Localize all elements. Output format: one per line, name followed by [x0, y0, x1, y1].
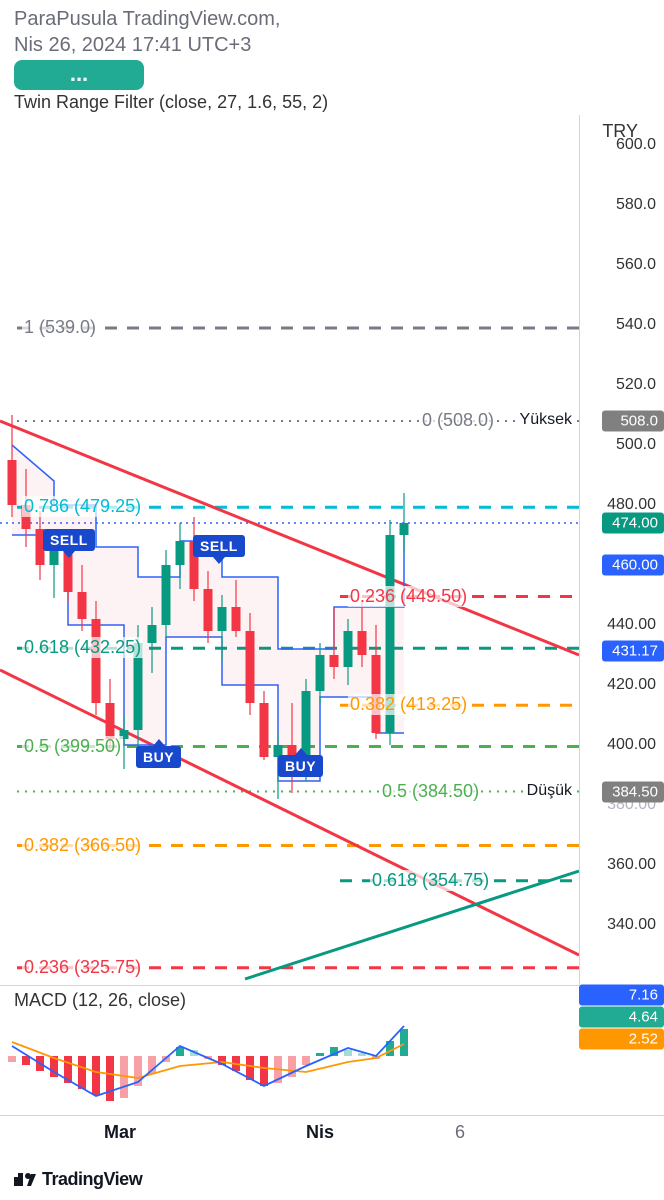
price-tick: 500.0 — [616, 436, 656, 454]
time-axis[interactable]: Mar Nis 6 — [0, 1115, 664, 1155]
tradingview-logo-icon — [14, 1173, 36, 1187]
footer: TradingView — [14, 1169, 142, 1190]
macd-label: MACD (12, 26, close) — [14, 990, 186, 1011]
fib-label: 0 (508.0) — [420, 410, 496, 431]
value-badge: ... — [14, 60, 144, 90]
price-extreme-label: Yüksek — [516, 411, 576, 429]
price-tick: 560.0 — [616, 256, 656, 274]
price-value-tag: 474.00 — [602, 513, 664, 534]
chart-header: ParaPusula TradingView.com, Nis 26, 2024… — [0, 0, 664, 60]
header-line2: Nis 26, 2024 17:41 UTC+3 — [14, 32, 650, 58]
price-axis[interactable]: TRY 600.0580.0560.0540.0520.0500.0480.00… — [579, 115, 664, 985]
price-tick: 400.00 — [607, 736, 656, 754]
price-tick: 580.0 — [616, 196, 656, 214]
fib-label: 0.382 (413.25) — [348, 694, 469, 715]
macd-value-tag: 7.16 — [579, 985, 664, 1006]
price-tick: 540.0 — [616, 316, 656, 334]
price-tick: 600.0 — [616, 136, 656, 154]
fib-label: 0.618 (354.75) — [370, 870, 491, 891]
price-value-tag: 384.50 — [602, 781, 664, 802]
fib-label: 0.618 (432.25) — [22, 637, 143, 658]
footer-brand: TradingView — [42, 1169, 142, 1190]
price-tick: 420.00 — [607, 676, 656, 694]
price-value-tag: 431.17 — [602, 641, 664, 662]
chart-area[interactable]: TRY 600.0580.0560.0540.0520.0500.0480.00… — [0, 115, 664, 1155]
time-tick: Nis — [306, 1122, 334, 1143]
fib-label: 0.5 (399.50) — [22, 736, 123, 757]
time-tick: Mar — [104, 1122, 136, 1143]
price-tick: 520.0 — [616, 376, 656, 394]
price-value-tag: 508.0 — [602, 411, 664, 432]
macd-value-tag: 4.64 — [579, 1007, 664, 1028]
price-tick: 340.00 — [607, 916, 656, 934]
badge-row: ... — [0, 60, 664, 90]
fib-label: 0.382 (366.50) — [22, 835, 143, 856]
fib-label: 0.236 (325.75) — [22, 957, 143, 978]
indicator-label: Twin Range Filter (close, 27, 1.6, 55, 2… — [0, 90, 664, 115]
price-tick: 440.00 — [607, 616, 656, 634]
fib-label: 0.786 (479.25) — [22, 496, 143, 517]
price-tick-tag: 460.00 — [602, 555, 664, 576]
fib-label: 0.236 (449.50) — [348, 586, 469, 607]
buy-signal: BUY — [278, 755, 323, 777]
macd-value-tag: 2.52 — [579, 1029, 664, 1050]
macd-panel[interactable]: MACD (12, 26, close) — [0, 985, 579, 1115]
price-tick: 360.00 — [607, 856, 656, 874]
sell-signal: SELL — [193, 535, 245, 557]
price-tick: 480.00 — [607, 496, 656, 514]
fib-label: 1 (539.0) — [22, 317, 98, 338]
sell-signal: SELL — [43, 529, 95, 551]
time-tick: 6 — [455, 1122, 465, 1143]
price-extreme-label: Düşük — [523, 782, 576, 800]
header-line1: ParaPusula TradingView.com, — [14, 6, 650, 32]
buy-signal: BUY — [136, 746, 181, 768]
fib-label: 0.5 (384.50) — [380, 781, 481, 802]
